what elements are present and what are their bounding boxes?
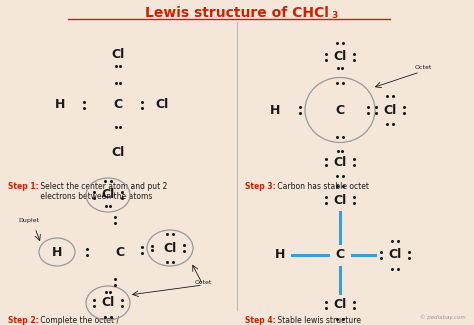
Text: Cl: Cl [333, 155, 346, 168]
Text: Cl: Cl [101, 188, 115, 202]
Text: Cl: Cl [333, 298, 346, 311]
Text: Step 3:: Step 3: [245, 182, 276, 191]
Text: Cl: Cl [111, 146, 125, 159]
Text: Cl: Cl [101, 296, 115, 309]
Text: H: H [55, 98, 65, 111]
Text: Octet: Octet [415, 65, 432, 70]
Text: Cl: Cl [155, 98, 169, 111]
Text: C: C [113, 98, 123, 111]
Text: Cl: Cl [164, 241, 177, 254]
Text: Lewis structure of CHCl: Lewis structure of CHCl [145, 6, 329, 20]
Text: Cl: Cl [333, 50, 346, 63]
Text: © pediabay.com: © pediabay.com [420, 314, 466, 320]
Text: C: C [116, 245, 125, 258]
Text: C: C [336, 249, 345, 262]
Text: Octet: Octet [195, 280, 212, 285]
Text: 3: 3 [332, 11, 338, 20]
Text: Carbon has stable octet: Carbon has stable octet [275, 182, 369, 191]
Text: Stable lewis structure: Stable lewis structure [275, 316, 361, 325]
Text: Select the center atom and put 2
 electrons between the atoms: Select the center atom and put 2 electro… [38, 182, 167, 202]
Text: H: H [275, 249, 285, 262]
Text: Cl: Cl [111, 48, 125, 61]
Text: Cl: Cl [383, 103, 397, 116]
Text: Complete the octet /
 duplet on outside atoms: Complete the octet / duplet on outside a… [38, 316, 134, 325]
Text: H: H [52, 245, 62, 258]
Text: Duplet: Duplet [18, 218, 39, 223]
Text: C: C [336, 103, 345, 116]
Text: Cl: Cl [388, 249, 401, 262]
Text: Step 1:: Step 1: [8, 182, 39, 191]
Text: Step 4:: Step 4: [245, 316, 276, 325]
Text: Cl: Cl [333, 193, 346, 206]
Text: H: H [270, 103, 280, 116]
Text: Step 2:: Step 2: [8, 316, 39, 325]
